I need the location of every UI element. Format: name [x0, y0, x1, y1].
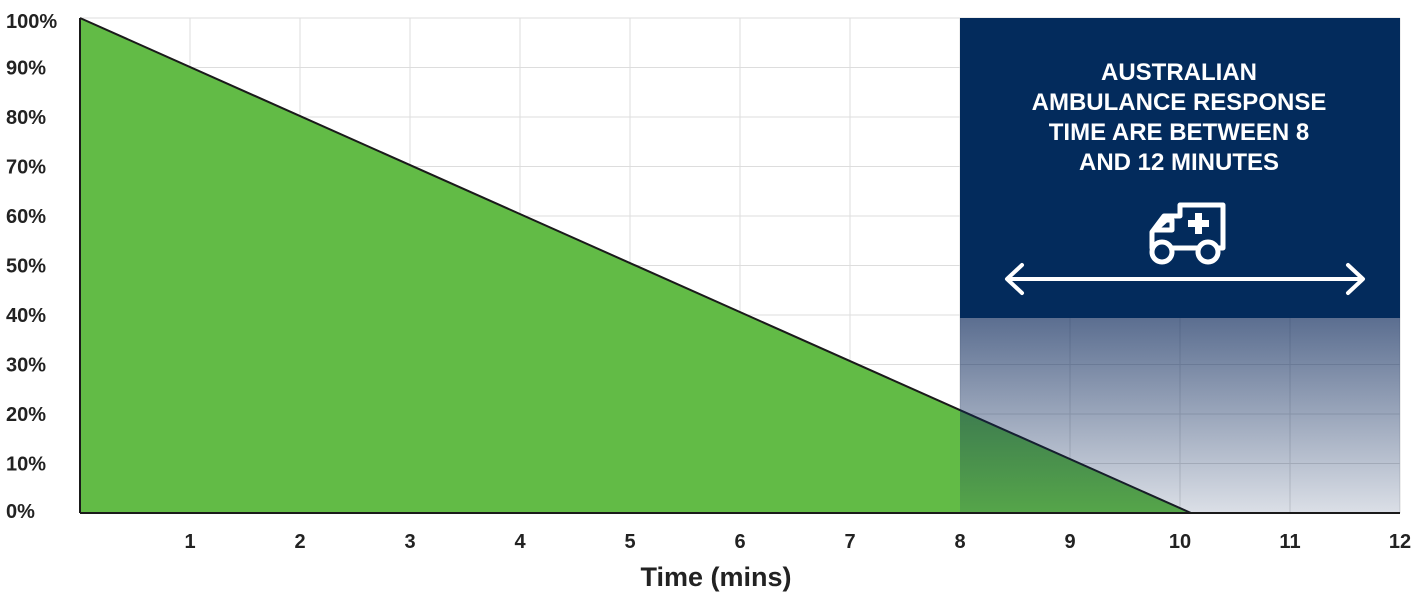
- y-tick-label: 100%: [6, 11, 57, 33]
- x-tick-label: 11: [1279, 531, 1300, 553]
- callout-line: TIME ARE BETWEEN 8: [1048, 119, 1310, 146]
- y-tick-label: 40%: [6, 305, 46, 327]
- x-tick-label: 9: [1064, 531, 1075, 553]
- response-time-gradient: [960, 318, 1400, 513]
- y-tick-label: 60%: [6, 206, 46, 228]
- y-tick-label: 0%: [6, 501, 35, 523]
- x-axis-ticks: 1 2 3 4 5 6 7 8 9 10 11 12: [184, 531, 1411, 553]
- y-tick-label: 80%: [6, 107, 46, 129]
- x-axis-label: Time (mins): [640, 562, 791, 592]
- y-tick-label: 50%: [6, 256, 46, 278]
- response-time-callout: AUSTRALIAN AMBULANCE RESPONSE TIME ARE B…: [958, 18, 1400, 318]
- x-tick-label: 10: [1169, 531, 1191, 553]
- y-tick-label: 10%: [6, 454, 46, 476]
- x-tick-label: 3: [404, 531, 415, 553]
- x-tick-label: 7: [844, 531, 855, 553]
- y-tick-label: 90%: [6, 58, 46, 80]
- x-tick-label: 1: [184, 531, 195, 553]
- callout-text: AUSTRALIAN AMBULANCE RESPONSE TIME ARE B…: [958, 58, 1400, 178]
- axes: [79, 18, 1400, 514]
- callout-line: AMBULANCE RESPONSE: [1031, 89, 1327, 116]
- x-tick-label: 4: [514, 531, 526, 553]
- x-tick-label: 8: [954, 531, 965, 553]
- callout-background: [960, 18, 1400, 318]
- y-tick-label: 30%: [6, 355, 46, 377]
- y-tick-label: 20%: [6, 404, 46, 426]
- callout-line: AND 12 MINUTES: [1078, 149, 1280, 176]
- x-tick-label: 5: [624, 531, 635, 553]
- y-tick-label: 70%: [6, 157, 46, 179]
- y-axis-ticks: 0% 10% 20% 30% 40% 50% 60% 70% 80% 90% 100%: [6, 11, 57, 523]
- x-tick-label: 2: [294, 531, 305, 553]
- double-arrow-icon: [1005, 263, 1365, 295]
- x-tick-label: 6: [734, 531, 745, 553]
- x-tick-label: 12: [1389, 531, 1411, 553]
- callout-line: AUSTRALIAN: [1101, 59, 1257, 86]
- ambulance-icon: [1149, 202, 1226, 265]
- response-time-region: [960, 18, 1400, 513]
